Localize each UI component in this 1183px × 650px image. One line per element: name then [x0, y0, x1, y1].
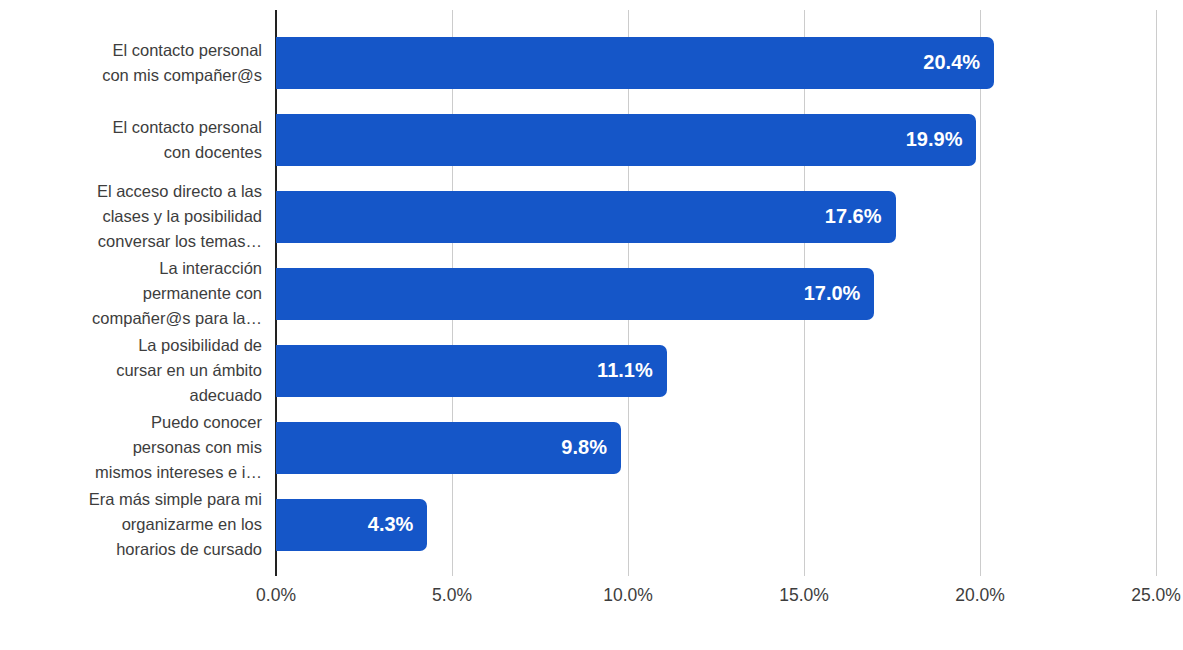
bar-value-label: 17.6% — [825, 205, 896, 228]
bar-track: 19.9% — [276, 114, 1156, 166]
chart-row: El acceso directo a las clases y la posi… — [0, 178, 1156, 255]
category-label: La interacción permanente con compañer@s… — [0, 256, 276, 331]
x-tick-label: 5.0% — [432, 585, 472, 606]
x-tick-label: 25.0% — [1131, 585, 1181, 606]
gridline — [1156, 10, 1157, 576]
bar: 11.1% — [276, 345, 667, 397]
bar: 19.9% — [276, 114, 976, 166]
chart-row: Era más simple para mi organizarme en lo… — [0, 486, 1156, 563]
bar-track: 20.4% — [276, 37, 1156, 89]
bar-track: 4.3% — [276, 499, 1156, 551]
bar: 17.6% — [276, 191, 896, 243]
x-tick-label: 10.0% — [603, 585, 653, 606]
bar-chart: El contacto personal con mis compañer@s … — [0, 0, 1183, 650]
category-label: El contacto personal con docentes — [0, 115, 276, 165]
x-axis: 0.0% 5.0% 10.0% 15.0% 20.0% 25.0% — [276, 585, 1156, 615]
category-label: El contacto personal con mis compañer@s — [0, 38, 276, 88]
bar: 4.3% — [276, 499, 427, 551]
chart-row: El contacto personal con docentes 19.9% — [0, 101, 1156, 178]
x-tick-label: 20.0% — [955, 585, 1005, 606]
bar: 17.0% — [276, 268, 874, 320]
bar-value-label: 19.9% — [906, 128, 977, 151]
category-label: Puedo conocer personas con mis mismos in… — [0, 410, 276, 485]
bar-track: 9.8% — [276, 422, 1156, 474]
bar-track: 17.0% — [276, 268, 1156, 320]
category-label: El acceso directo a las clases y la posi… — [0, 179, 276, 254]
category-label: Era más simple para mi organizarme en lo… — [0, 487, 276, 562]
x-tick-label: 0.0% — [256, 585, 296, 606]
bar-track: 17.6% — [276, 191, 1156, 243]
chart-row: La interacción permanente con compañer@s… — [0, 255, 1156, 332]
bar: 9.8% — [276, 422, 621, 474]
bar-value-label: 11.1% — [597, 359, 667, 382]
bar-value-label: 20.4% — [923, 51, 994, 74]
bar-track: 11.1% — [276, 345, 1156, 397]
bar-value-label: 17.0% — [804, 282, 875, 305]
bar-value-label: 9.8% — [561, 436, 621, 459]
bar-value-label: 4.3% — [368, 513, 428, 536]
chart-row: La posibilidad de cursar en un ámbito ad… — [0, 332, 1156, 409]
bar: 20.4% — [276, 37, 994, 89]
x-tick-label: 15.0% — [779, 585, 829, 606]
category-label: La posibilidad de cursar en un ámbito ad… — [0, 333, 276, 408]
chart-rows: El contacto personal con mis compañer@s … — [0, 24, 1156, 563]
chart-row: El contacto personal con mis compañer@s … — [0, 24, 1156, 101]
chart-row: Puedo conocer personas con mis mismos in… — [0, 409, 1156, 486]
